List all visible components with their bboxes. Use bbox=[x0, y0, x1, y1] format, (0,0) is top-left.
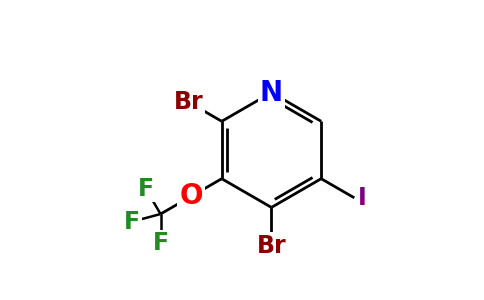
Text: F: F bbox=[152, 232, 168, 256]
Text: Br: Br bbox=[174, 90, 203, 114]
Text: N: N bbox=[260, 79, 283, 106]
Text: F: F bbox=[124, 210, 140, 234]
Text: F: F bbox=[138, 176, 154, 200]
Text: O: O bbox=[180, 182, 203, 210]
Text: I: I bbox=[358, 186, 366, 210]
Text: Br: Br bbox=[257, 234, 286, 258]
